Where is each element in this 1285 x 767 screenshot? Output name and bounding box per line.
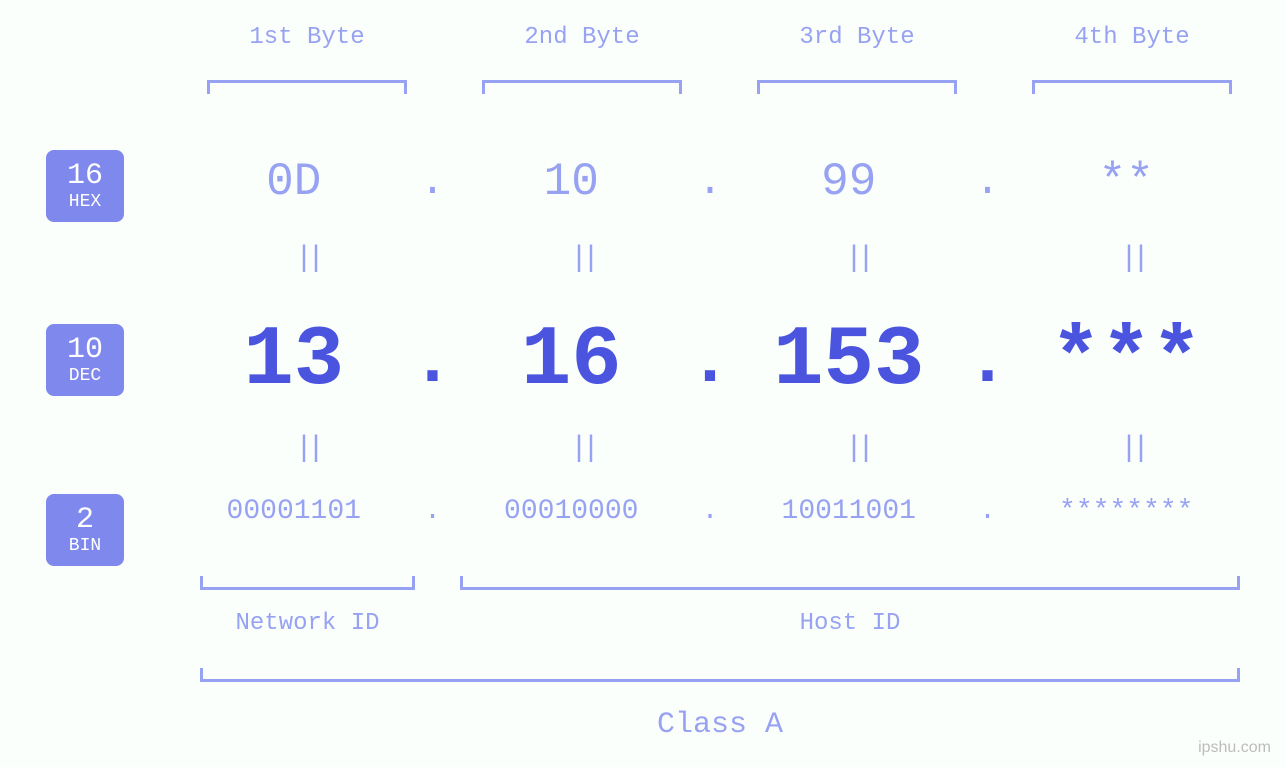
- dec-byte-3: 153: [735, 314, 963, 409]
- dec-dot-3: .: [963, 321, 1013, 403]
- eq-dec-bin-1: ||: [207, 432, 407, 466]
- hex-badge: 16 HEX: [46, 150, 124, 222]
- dec-badge: 10 DEC: [46, 324, 124, 396]
- eq-dec-bin-2: ||: [482, 432, 682, 466]
- hex-dot-2: .: [685, 158, 735, 206]
- dec-byte-2: 16: [458, 314, 686, 409]
- hex-byte-1: 0D: [180, 156, 408, 208]
- hex-badge-num: 16: [67, 161, 103, 191]
- bin-row: 00001101 . 00010000 . 10011001 . *******…: [180, 496, 1240, 527]
- network-id-label: Network ID: [200, 610, 415, 637]
- eq-hex-dec-2: ||: [482, 242, 682, 276]
- dec-byte-1: 13: [180, 314, 408, 409]
- byte-bracket-4: [1032, 80, 1232, 94]
- bin-byte-2: 00010000: [458, 496, 686, 527]
- eq-dec-bin-3: ||: [757, 432, 957, 466]
- byte-label-3: 3rd Byte: [757, 24, 957, 51]
- dec-badge-label: DEC: [69, 367, 101, 385]
- hex-byte-3: 99: [735, 156, 963, 208]
- bin-byte-4: ********: [1013, 496, 1241, 527]
- host-id-label: Host ID: [460, 610, 1240, 637]
- hex-row: 0D . 10 . 99 . **: [180, 156, 1240, 208]
- host-id-bracket: [460, 576, 1240, 590]
- bin-badge-num: 2: [76, 505, 94, 535]
- byte-label-4: 4th Byte: [1032, 24, 1232, 51]
- hex-byte-2: 10: [458, 156, 686, 208]
- bin-badge-label: BIN: [69, 537, 101, 555]
- eq-hex-dec-3: ||: [757, 242, 957, 276]
- class-bracket: [200, 668, 1240, 682]
- byte-label-2: 2nd Byte: [482, 24, 682, 51]
- dec-row: 13 . 16 . 153 . ***: [180, 314, 1240, 409]
- byte-bracket-3: [757, 80, 957, 94]
- byte-bracket-2: [482, 80, 682, 94]
- dec-byte-4: ***: [1013, 314, 1241, 409]
- class-label: Class A: [200, 708, 1240, 742]
- hex-dot-3: .: [963, 158, 1013, 206]
- eq-hex-dec-1: ||: [207, 242, 407, 276]
- eq-dec-bin-4: ||: [1032, 432, 1232, 466]
- bin-dot-1: .: [408, 496, 458, 527]
- bin-byte-3: 10011001: [735, 496, 963, 527]
- watermark: ipshu.com: [1198, 739, 1271, 757]
- byte-bracket-1: [207, 80, 407, 94]
- eq-hex-dec-4: ||: [1032, 242, 1232, 276]
- dec-badge-num: 10: [67, 335, 103, 365]
- dec-dot-1: .: [408, 321, 458, 403]
- hex-badge-label: HEX: [69, 193, 101, 211]
- bin-dot-2: .: [685, 496, 735, 527]
- hex-dot-1: .: [408, 158, 458, 206]
- bin-badge: 2 BIN: [46, 494, 124, 566]
- byte-label-1: 1st Byte: [207, 24, 407, 51]
- hex-byte-4: **: [1013, 156, 1241, 208]
- bin-byte-1: 00001101: [180, 496, 408, 527]
- dec-dot-2: .: [685, 321, 735, 403]
- bin-dot-3: .: [963, 496, 1013, 527]
- network-id-bracket: [200, 576, 415, 590]
